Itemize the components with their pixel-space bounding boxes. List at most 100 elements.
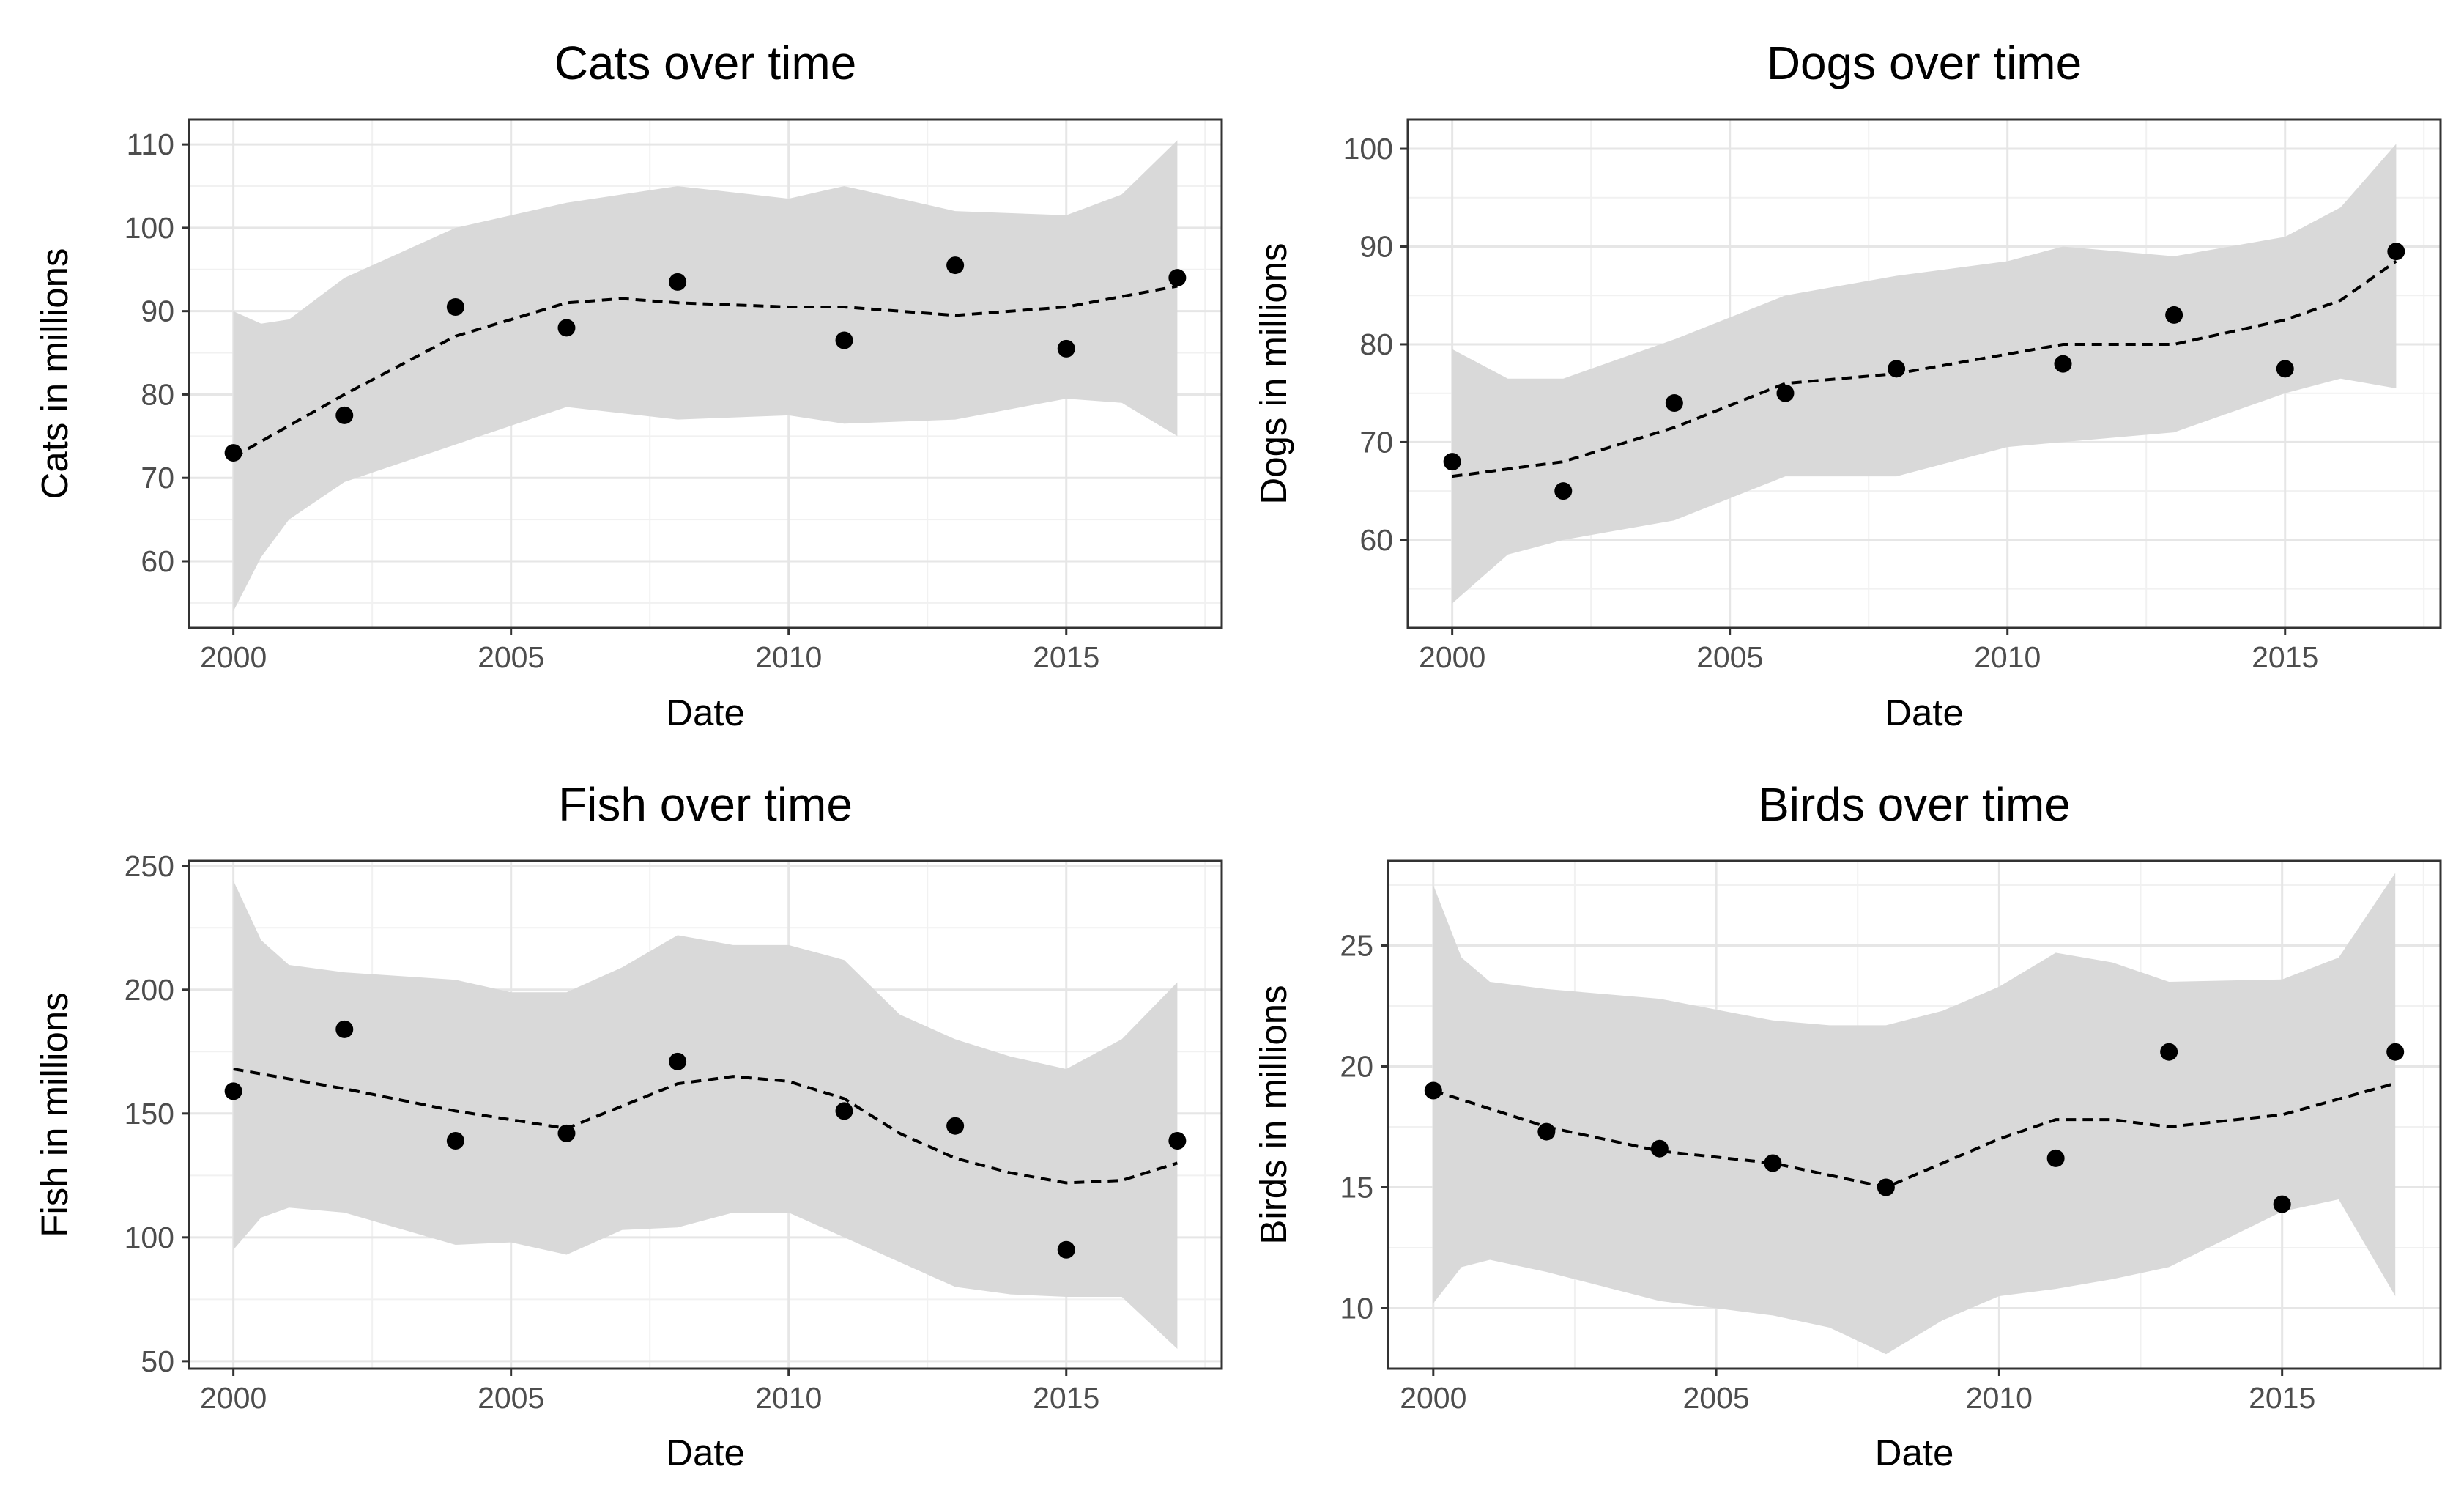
cats-y-axis-label: Cats in millions: [34, 248, 75, 500]
cats-confidence-band: [233, 140, 1178, 612]
dogs-data-point: [1665, 394, 1683, 413]
cats-x-tick-label: 2015: [1033, 640, 1099, 674]
birds-data-point: [1764, 1154, 1782, 1172]
cats-y-tick-label: 60: [141, 544, 174, 578]
dogs-data-point: [1443, 453, 1461, 471]
birds-data-point: [1424, 1081, 1442, 1100]
dogs-y-tick-label: 80: [1359, 328, 1393, 361]
dogs-x-tick-label: 2005: [1696, 640, 1763, 674]
fish-x-tick-label: 2015: [1033, 1381, 1099, 1415]
birds-trend-line: [1433, 1081, 2396, 1189]
birds-chart-title: Birds over time: [1758, 778, 2071, 831]
cats-y-tick-label: 90: [141, 295, 174, 328]
fish-y-tick-label: 250: [125, 849, 174, 883]
dogs-y-tick-label: 90: [1359, 230, 1393, 264]
cats-trend-line: [232, 284, 1178, 459]
birds-y-tick-label: 10: [1340, 1292, 1373, 1325]
birds-y-tick-label: 20: [1340, 1050, 1373, 1084]
cats-y-tick-label: 80: [141, 377, 174, 411]
cats-data-point: [335, 406, 354, 424]
cats-panel-border: [188, 118, 1223, 629]
fish-y-tick-label: 200: [125, 973, 174, 1007]
cats-y-tick-label: 100: [125, 211, 174, 245]
fish-y-axis-label: Fish in millions: [34, 992, 75, 1237]
dogs-y-tick-label: 100: [1343, 132, 1393, 166]
dogs-data-point: [2276, 360, 2294, 378]
birds-data-point: [2046, 1149, 2065, 1167]
cats-data-point: [557, 319, 576, 337]
birds-data-point: [2386, 1043, 2405, 1061]
birds-y-tick-label: 15: [1340, 1171, 1373, 1205]
dogs-x-tick-label: 2010: [1974, 640, 2041, 674]
cats-data-point: [946, 256, 965, 275]
birds-x-tick-label: 2015: [2249, 1381, 2315, 1415]
fish-chart-title: Fish over time: [558, 778, 853, 831]
birds-y-axis-label: Birds in millions: [1253, 985, 1294, 1244]
cats-data-point: [1168, 269, 1187, 287]
fish-data-point: [446, 1131, 464, 1150]
fish-confidence-band: [233, 881, 1178, 1349]
cats-x-tick-label: 2005: [478, 640, 544, 674]
fish-data-point: [335, 1020, 354, 1038]
fish-x-axis-label: Date: [666, 1432, 745, 1473]
birds-data-point: [1877, 1178, 1895, 1196]
cats-data-point: [1057, 339, 1075, 358]
fish-panel: 2000 2005 2010 2015 50 100 150 200 250 Fish over …: [34, 778, 1223, 1473]
birds-data-point: [1537, 1122, 1556, 1141]
fish-data-point: [946, 1117, 965, 1135]
fish-y-tick-label: 100: [125, 1221, 174, 1254]
dogs-y-tick-label: 60: [1359, 523, 1393, 557]
dogs-x-tick-label: 2015: [2252, 640, 2318, 674]
birds-x-tick-label: 2010: [1966, 1381, 2033, 1415]
cats-data-point: [224, 444, 242, 462]
fish-y-tick-label: 50: [141, 1344, 174, 1378]
dogs-data-point: [2054, 355, 2072, 373]
fish-data-point: [557, 1124, 576, 1142]
cats-data-point: [446, 297, 464, 316]
dogs-y-tick-label: 70: [1359, 425, 1393, 459]
dogs-x-tick-label: 2000: [1419, 640, 1485, 674]
dogs-confidence-band: [1452, 144, 2397, 604]
dogs-data-point: [2165, 306, 2183, 324]
cats-data-point: [669, 273, 687, 291]
cats-x-tick-label: 2000: [200, 640, 267, 674]
cats-x-axis-label: Date: [666, 692, 745, 733]
fish-y-tick-label: 150: [125, 1097, 174, 1131]
dogs-data-point: [1888, 360, 1906, 378]
birds-confidence-band: [1433, 873, 2396, 1355]
dogs-data-point: [2387, 243, 2405, 261]
fish-x-tick-label: 2000: [200, 1381, 267, 1415]
birds-panel: 2000 2005 2010 2015 10 15 20 25 Birds over time D…: [1253, 778, 2442, 1473]
fish-panel-border: [188, 859, 1223, 1370]
dogs-x-axis-label: Date: [1885, 692, 1964, 733]
fish-data-point: [669, 1052, 687, 1070]
dogs-data-point: [1554, 482, 1573, 500]
cats-y-tick-label: 110: [127, 127, 174, 161]
birds-x-tick-label: 2005: [1682, 1381, 1749, 1415]
birds-x-axis-label: Date: [1875, 1432, 1954, 1473]
cats-data-point: [835, 331, 853, 349]
birds-data-point: [2160, 1043, 2178, 1061]
fish-data-point: [1168, 1131, 1187, 1150]
dogs-data-point: [1776, 384, 1795, 402]
fish-x-tick-label: 2010: [755, 1381, 822, 1415]
dogs-panel: 2000 2005 2010 2015 60 70 80 90 100 Dogs over tim…: [1253, 37, 2442, 733]
birds-y-tick-label: 25: [1340, 929, 1373, 963]
cats-x-tick-label: 2010: [755, 640, 822, 674]
fish-data-point: [835, 1102, 853, 1120]
cats-chart-title: Cats over time: [554, 37, 857, 89]
dogs-chart-title: Dogs over time: [1767, 37, 2082, 89]
birds-data-point: [2273, 1195, 2291, 1213]
cats-panel: 2000 2005 2010 2015 60 70 80 90 100 110 Cats over …: [34, 37, 1223, 733]
fish-data-point: [224, 1082, 242, 1100]
birds-x-tick-label: 2000: [1400, 1381, 1466, 1415]
fish-trend-line: [233, 1068, 1178, 1185]
dogs-trend-line: [1452, 259, 2397, 478]
dogs-panel-border: [1406, 118, 2442, 629]
birds-panel-border: [1387, 859, 2442, 1370]
birds-data-point: [1650, 1139, 1669, 1158]
cats-y-tick-label: 70: [141, 461, 174, 495]
fish-data-point: [1057, 1240, 1075, 1259]
fish-x-tick-label: 2005: [478, 1381, 544, 1415]
